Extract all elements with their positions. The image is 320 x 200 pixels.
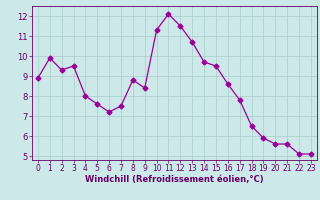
X-axis label: Windchill (Refroidissement éolien,°C): Windchill (Refroidissement éolien,°C)	[85, 175, 264, 184]
